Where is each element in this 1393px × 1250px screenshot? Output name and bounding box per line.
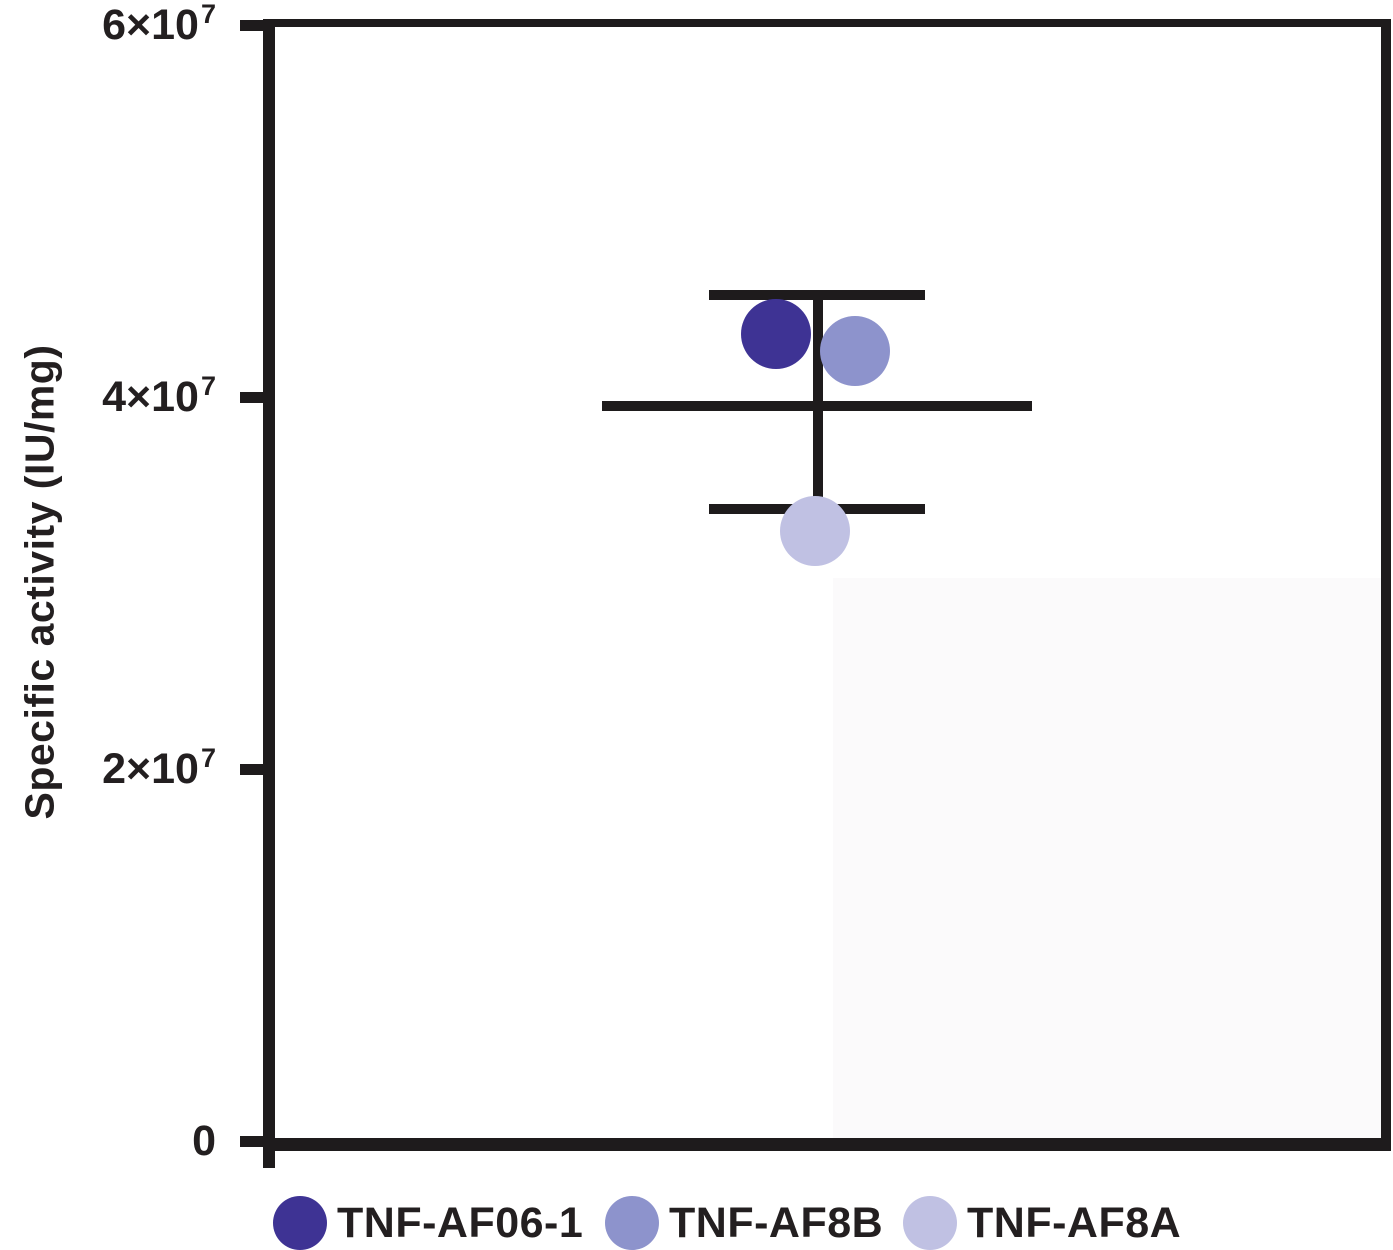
y-axis-tick-mark: [240, 1135, 273, 1147]
tick-label-mantissa: 4×10: [102, 373, 199, 421]
tick-label-exponent: 7: [200, 371, 216, 401]
data-point-tnf-af8b: [820, 315, 890, 386]
y-axis-tick-mark: [240, 19, 273, 31]
y-axis-tick-label: 0: [10, 1113, 216, 1169]
plot-area: [263, 19, 1391, 1151]
tick-label-exponent: 7: [200, 0, 216, 29]
legend-swatch-icon: [903, 1196, 957, 1250]
y-axis-tick-mark: [240, 391, 273, 403]
data-point-tnf-af8a: [780, 495, 850, 566]
tick-label-mantissa: 6×10: [102, 1, 199, 49]
tick-label-mantissa: 0: [192, 1117, 216, 1165]
tick-label-exponent: 7: [200, 743, 216, 773]
background-tint: [833, 578, 1381, 1143]
error-bar-stem: [813, 289, 823, 514]
y-axis-tick-mark: [240, 763, 273, 775]
legend-swatch-icon: [273, 1196, 327, 1250]
legend-item-tnf-af8a: TNF-AF8A: [903, 1191, 1181, 1250]
legend-swatch-icon: [605, 1196, 659, 1250]
tick-label-mantissa: 2×10: [102, 745, 199, 793]
legend-label: TNF-AF8B: [669, 1198, 884, 1247]
legend-item-tnf-af06-1: TNF-AF06-1: [273, 1191, 583, 1250]
legend-label: TNF-AF8A: [967, 1198, 1182, 1247]
legend-item-tnf-af8b: TNF-AF8B: [605, 1191, 883, 1250]
legend-label: TNF-AF06-1: [337, 1198, 584, 1247]
y-axis-tick-label: 6×107: [10, 0, 216, 53]
y-axis-tick-label: 4×107: [10, 369, 216, 425]
y-axis-tick-label: 2×107: [10, 741, 216, 797]
y-axis-overshoot: [263, 1151, 275, 1168]
data-point-tnf-af06-1: [741, 298, 811, 369]
